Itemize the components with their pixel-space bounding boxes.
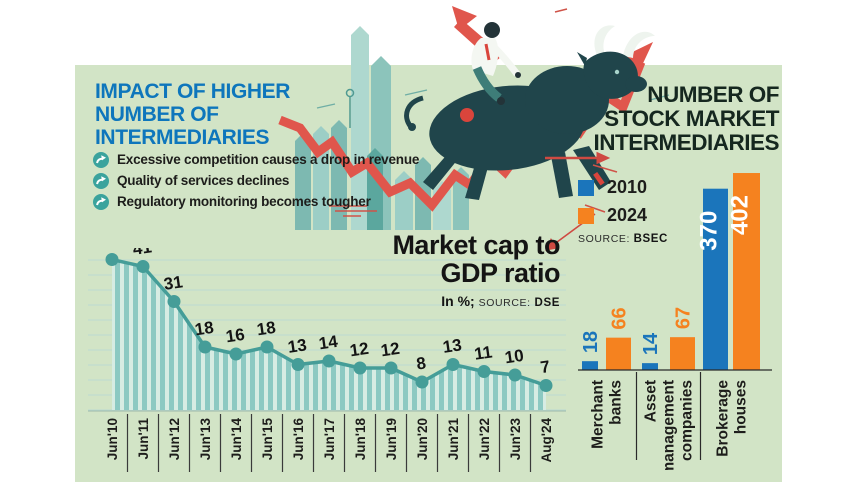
market-cap-title-block: Market cap to GDP ratio In %; SOURCE: DS… xyxy=(392,231,560,309)
bullet-text: Regulatory monitoring becomes tougher xyxy=(117,194,371,209)
source-label: SOURCE: xyxy=(478,297,531,309)
bar-chart-legend: 2010 2024 SOURCE: BSEC xyxy=(578,177,668,245)
legend-label-2010: 2010 xyxy=(607,177,648,197)
left-headline: IMPACT OF HIGHER NUMBER OF INTERMEDIARIE… xyxy=(95,80,290,149)
source-value: BSEC xyxy=(633,233,668,245)
legend-item-2010: 2010 xyxy=(578,177,668,198)
legend-swatch-2024 xyxy=(578,207,594,224)
circular-arrow-icon xyxy=(93,193,109,210)
bullet-text: Quality of services declines xyxy=(117,173,290,188)
bullet-item: Quality of services declines xyxy=(93,170,419,191)
circular-arrow-icon xyxy=(93,151,109,168)
circular-arrow-icon xyxy=(93,172,109,189)
left-headline-line2: NUMBER OF xyxy=(95,103,219,126)
market-cap-title-line2: GDP ratio xyxy=(440,258,560,288)
legend-item-2024: 2024 xyxy=(578,205,668,226)
right-headline-line3: INTERMEDIARIES xyxy=(593,130,779,155)
source-label: SOURCE: xyxy=(578,233,631,245)
unit-text: In %; xyxy=(441,293,475,309)
right-headline: NUMBER OF STOCK MARKET INTERMEDIARIES xyxy=(593,83,779,155)
bullet-item: Regulatory monitoring becomes tougher xyxy=(93,191,419,212)
up-left-arrow-icon xyxy=(452,6,503,63)
right-headline-line2: STOCK MARKET xyxy=(604,106,779,131)
left-headline-line1: IMPACT OF HIGHER xyxy=(95,80,291,103)
source-value: DSE xyxy=(534,297,560,309)
right-headline-line1: NUMBER OF xyxy=(647,82,779,107)
legend-swatch-2010 xyxy=(578,179,594,196)
market-cap-subtitle: In %; SOURCE: DSE xyxy=(392,293,560,309)
market-cap-title-line1: Market cap to xyxy=(392,230,560,260)
legend-label-2024: 2024 xyxy=(607,205,648,225)
bullet-text: Excessive competition causes a drop in r… xyxy=(117,152,420,167)
left-headline-line3: INTERMEDIARIES xyxy=(95,126,270,149)
bar-chart-source: SOURCE: BSEC xyxy=(578,233,668,245)
bullet-item: Excessive competition causes a drop in r… xyxy=(93,149,419,170)
impact-bullet-list: Excessive competition causes a drop in r… xyxy=(93,149,419,212)
